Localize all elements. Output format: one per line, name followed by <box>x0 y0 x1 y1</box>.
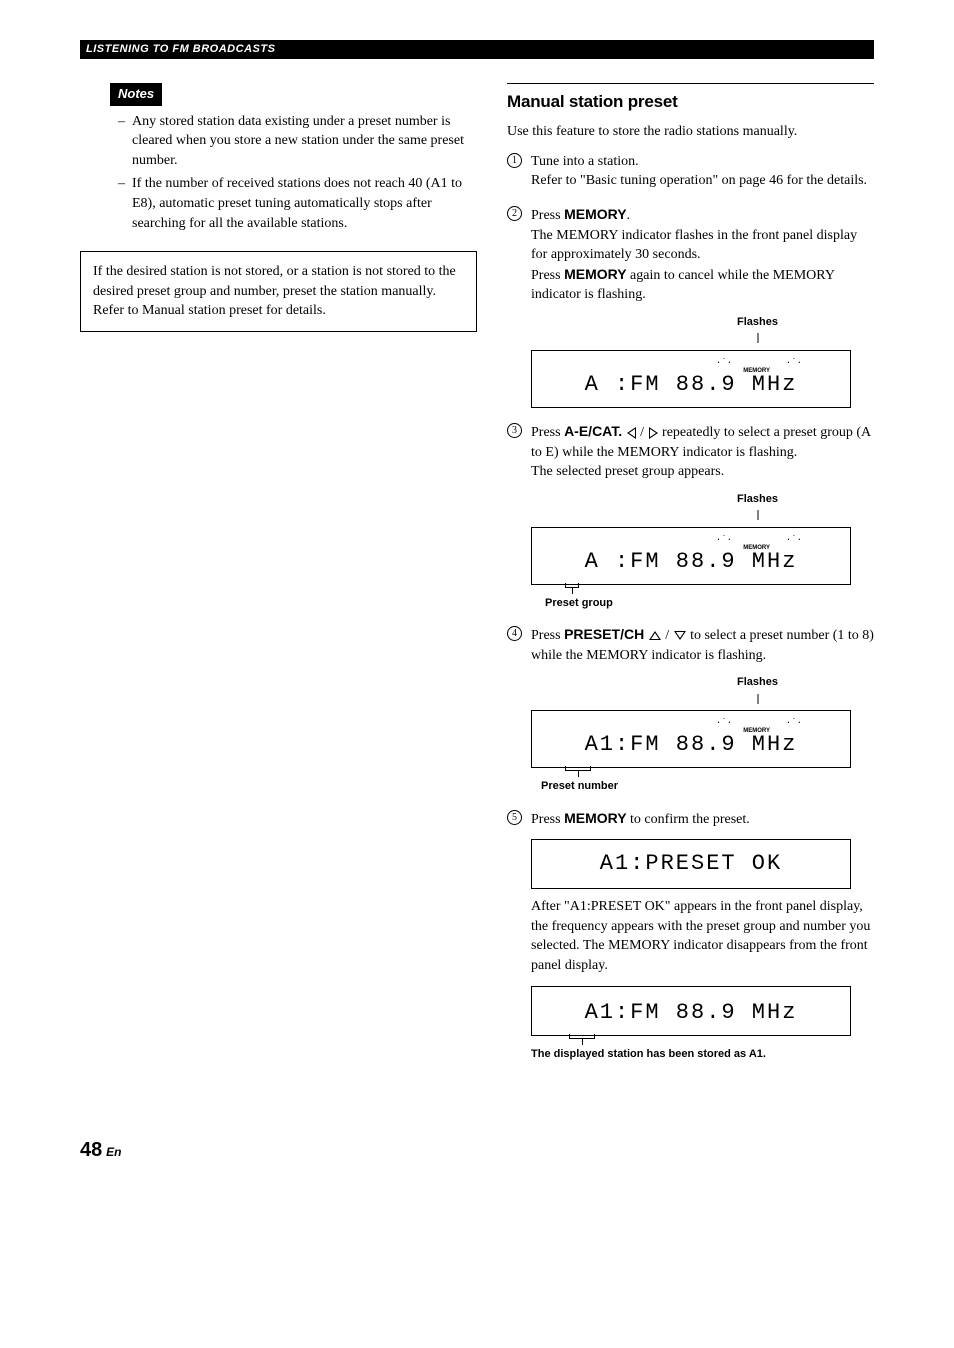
lcd-display: ·˙· MEMORY ·˙· A :FM 88.9 MHz <box>531 350 851 408</box>
lcd-caption: Preset group <box>545 596 874 611</box>
step-lead-pre: Press <box>531 628 564 643</box>
step-number: 2 <box>507 206 522 221</box>
step-lead-bold: A-E/CAT. <box>564 423 622 439</box>
page-number: 48 <box>80 1139 102 1161</box>
lcd-text: A1:FM 88.9 MHz <box>585 998 798 1029</box>
step-1: 1 Tune into a station. Refer to "Basic t… <box>507 152 874 191</box>
step-lead-pre: Press <box>531 425 564 440</box>
step-body-bold: MEMORY <box>564 266 626 282</box>
info-box: If the desired station is not stored, or… <box>80 251 477 332</box>
step-number: 4 <box>507 626 522 641</box>
arrow-right-icon <box>649 427 658 439</box>
step-number: 1 <box>507 153 522 168</box>
left-column: Notes Any stored station data existing u… <box>80 83 477 1076</box>
step-lead-bold: MEMORY <box>564 810 626 826</box>
step-lead: Tune into a station. <box>531 154 639 169</box>
section-title: Manual station preset <box>507 90 874 114</box>
flash-connector <box>641 691 874 711</box>
page-lang: En <box>106 1145 121 1159</box>
step-lead-bold: PRESET/CH <box>564 626 644 642</box>
step-lead-pre: Press <box>531 208 564 223</box>
flash-label: Flashes <box>641 492 874 507</box>
lcd-display-plain: A1:FM 88.9 MHz <box>531 986 851 1036</box>
two-column-layout: Notes Any stored station data existing u… <box>80 83 874 1076</box>
sparkle-icon: ·˙· <box>716 534 732 547</box>
lcd-block: Flashes ·˙· MEMORY ·˙· A :FM 88.9 MHz <box>531 315 874 408</box>
arrow-down-icon <box>674 631 686 640</box>
arrow-left-icon <box>627 427 636 439</box>
sparkle-icon: ·˙· <box>786 534 802 547</box>
lcd-caption: Preset number <box>541 779 874 794</box>
intro-text: Use this feature to store the radio stat… <box>507 122 874 142</box>
header-bar: LISTENING TO FM BROADCASTS <box>80 40 874 59</box>
step-2: 2 Press MEMORY. The MEMORY indicator fla… <box>507 205 874 408</box>
step-3: 3 Press A-E/CAT. / repeatedly to select … <box>507 422 874 611</box>
sparkle-icon: ·˙· <box>786 717 802 730</box>
lcd-display: ·˙· MEMORY ·˙· A :FM 88.9 MHz <box>531 527 851 585</box>
lcd-display-plain: A1:PRESET OK <box>531 839 851 889</box>
notes-label: Notes <box>110 83 162 105</box>
flash-label: Flashes <box>641 315 874 330</box>
memory-indicator: MEMORY <box>743 544 770 552</box>
page-footer: 48 En <box>80 1136 874 1164</box>
sparkle-icon: ·˙· <box>716 717 732 730</box>
note-item: If the number of received stations does … <box>118 174 477 233</box>
step-lead-post: . <box>627 208 631 223</box>
lcd-block: Flashes ·˙· MEMORY ·˙· A :FM 88.9 MHz <box>531 492 874 611</box>
lcd-block: Flashes ·˙· MEMORY ·˙· A1:FM 88.9 MHz <box>531 675 874 794</box>
step-lead-bold: MEMORY <box>564 206 626 222</box>
step-number: 3 <box>507 423 522 438</box>
step-body: The selected preset group appears. <box>531 464 724 479</box>
notes-list: Any stored station data existing under a… <box>110 112 477 234</box>
sparkle-icon: ·˙· <box>716 357 732 370</box>
sparkle-icon: ·˙· <box>786 357 802 370</box>
lcd-display: ·˙· MEMORY ·˙· A1:FM 88.9 MHz <box>531 710 851 768</box>
flash-connector <box>641 507 874 527</box>
section-rule <box>507 83 874 84</box>
steps-list: 1 Tune into a station. Refer to "Basic t… <box>507 152 874 1062</box>
lcd-text: A1:PRESET OK <box>600 849 782 880</box>
note-item: Any stored station data existing under a… <box>118 112 477 171</box>
step-5: 5 Press MEMORY to confirm the preset. A1… <box>507 809 874 1062</box>
underline-caret <box>569 1034 874 1045</box>
step-sub: Refer to "Basic tuning operation" on pag… <box>531 173 867 188</box>
step-body-pre: Press <box>531 268 564 283</box>
step-body: The MEMORY indicator flashes in the fron… <box>531 228 857 263</box>
step-body: After "A1:PRESET OK" appears in the fron… <box>531 897 874 975</box>
flash-connector <box>641 330 874 350</box>
step-lead-pre: Press <box>531 812 564 827</box>
memory-indicator: MEMORY <box>743 367 770 375</box>
step-lead-post: to confirm the preset. <box>627 812 750 827</box>
lcd-caption: The displayed station has been stored as… <box>531 1047 874 1062</box>
step-4: 4 Press PRESET/CH / to select a preset n… <box>507 625 874 795</box>
flash-label: Flashes <box>641 675 874 690</box>
step-number: 5 <box>507 810 522 825</box>
arrow-up-icon <box>649 631 661 640</box>
memory-indicator: MEMORY <box>743 727 770 735</box>
right-column: Manual station preset Use this feature t… <box>507 83 874 1076</box>
